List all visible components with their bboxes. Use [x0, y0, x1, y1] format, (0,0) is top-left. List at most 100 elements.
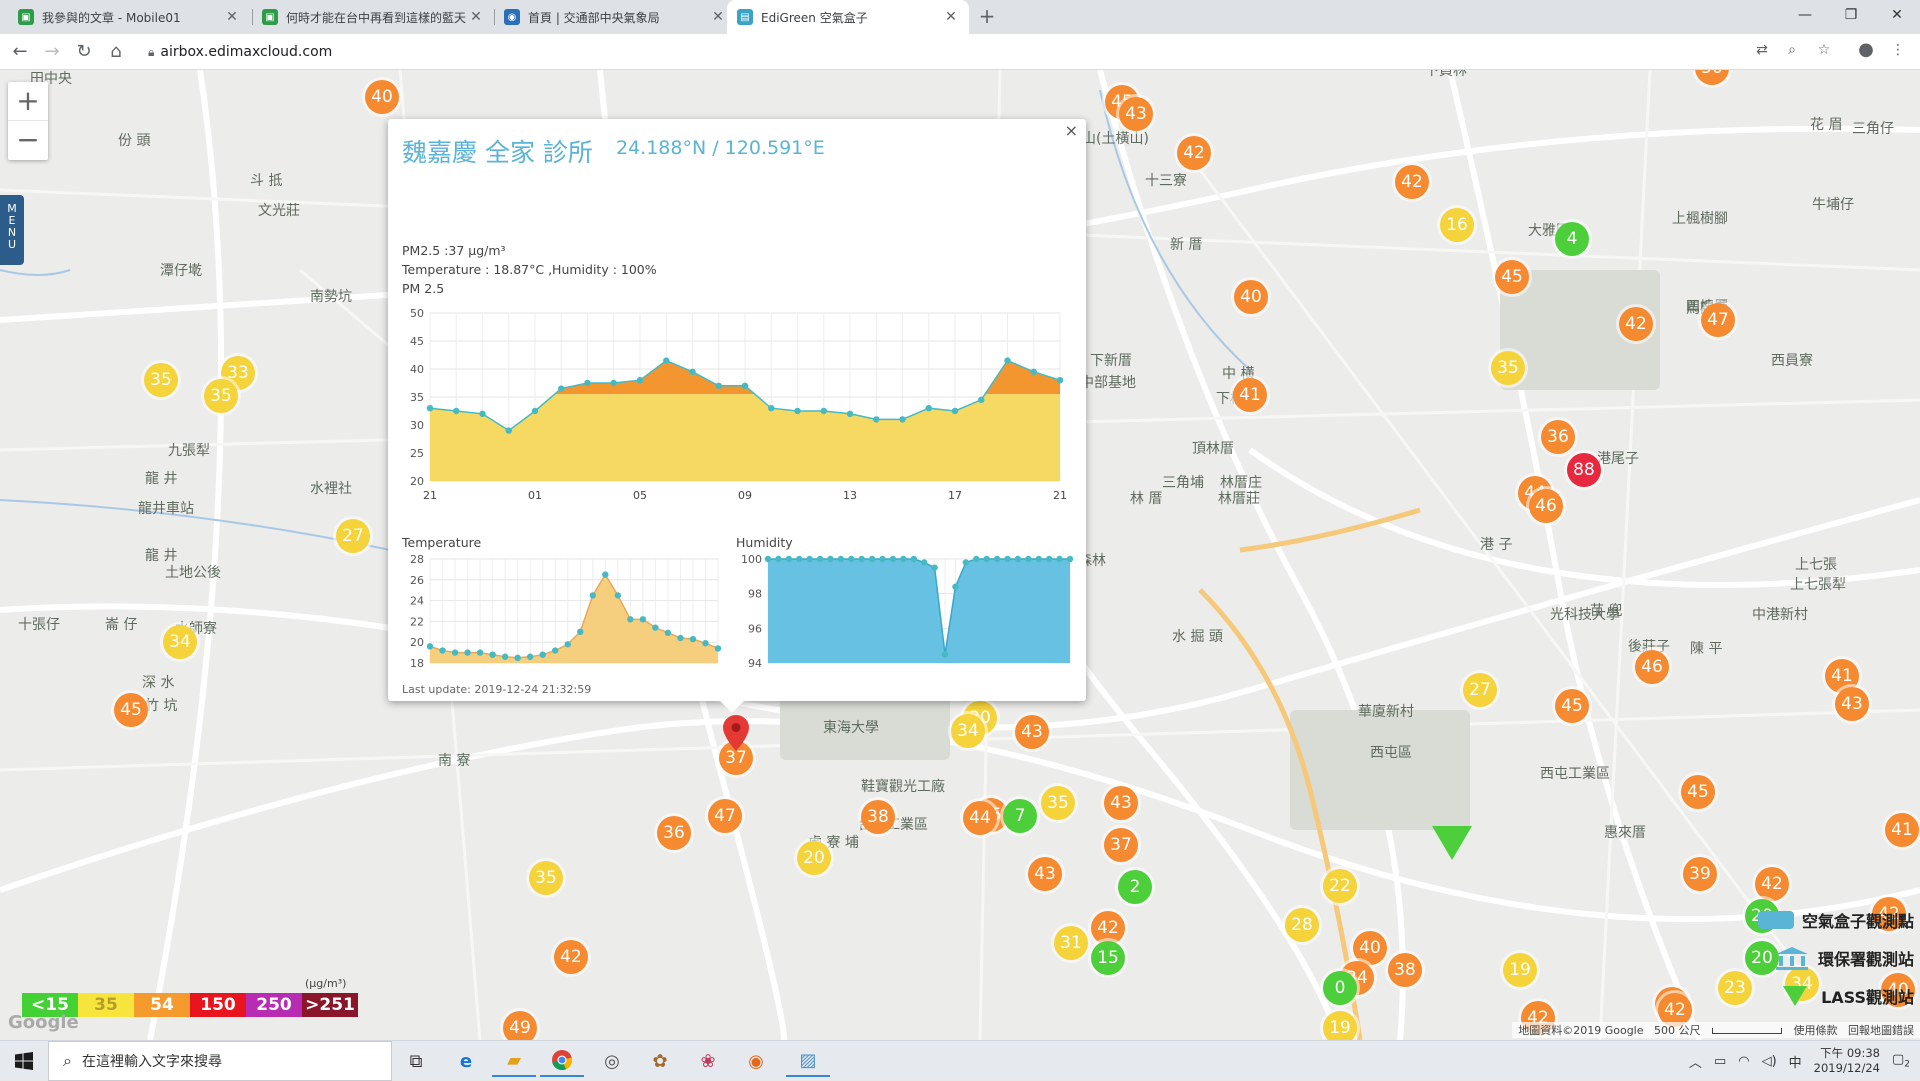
airbox-marker[interactable]: 27 [1463, 673, 1497, 707]
airbox-marker[interactable]: 42 [1177, 136, 1211, 170]
app-icon[interactable]: ❀ [700, 1050, 716, 1072]
wifi-icon[interactable]: ◠ [1738, 1053, 1750, 1069]
airbox-marker[interactable]: 36 [657, 816, 691, 850]
airbox-marker[interactable]: 47 [1701, 303, 1735, 337]
browser-tab-active[interactable]: ▤ EdiGreen 空氣盒子 ✕ [727, 0, 969, 34]
airbox-marker[interactable]: 0 [1323, 971, 1357, 1005]
chevron-up-icon[interactable]: ︿ [1688, 1055, 1702, 1071]
airbox-marker[interactable]: 43 [1104, 786, 1138, 820]
volume-icon[interactable]: ◁) [1761, 1053, 1777, 1069]
airbox-marker[interactable]: 16 [1440, 208, 1474, 242]
browser-tab[interactable]: ▣ 何時才能在台中再看到這樣的藍天 ✕ [252, 0, 494, 34]
tab-close-icon[interactable]: ✕ [945, 9, 957, 25]
airbox-marker[interactable]: 42 [1872, 897, 1906, 931]
airbox-marker[interactable]: 22 [1323, 869, 1357, 903]
airbox-marker[interactable]: 7 [1003, 799, 1037, 833]
airbox-marker[interactable]: 35 [1041, 786, 1075, 820]
airbox-marker[interactable]: 19 [1323, 1011, 1357, 1040]
browser-tab[interactable]: ▣ 我參與的文章 - Mobile01 ✕ [8, 0, 250, 34]
map-canvas[interactable]: 田中央份 頭斗 抵文光莊 潭仔墘 南勢坑 九張犁龍 井龍井車站 水裡社龍 井土地公後 十張… [0, 70, 1920, 1040]
airbox-marker[interactable]: 42 [1658, 993, 1692, 1027]
airbox-marker[interactable]: 44 [963, 801, 997, 835]
airbox-marker[interactable]: 38 [1388, 953, 1422, 987]
airbox-marker[interactable]: 88 [1567, 453, 1601, 487]
airbox-marker[interactable]: 46 [1529, 489, 1563, 523]
airbox-marker[interactable]: 45 [114, 693, 148, 727]
restore-icon[interactable]: ❐ [1844, 7, 1858, 23]
report-error-link[interactable]: 回報地圖錯誤 [1848, 1024, 1914, 1037]
airbox-marker[interactable]: 27 [336, 519, 370, 553]
tab-close-icon[interactable]: ✕ [226, 9, 238, 25]
airbox-marker[interactable]: 50 [1695, 70, 1729, 85]
airbox-marker[interactable]: 31 [1054, 926, 1088, 960]
airbox-marker[interactable]: 19 [1503, 953, 1537, 987]
airbox-marker[interactable]: 34 [163, 625, 197, 659]
airbox-marker[interactable]: 40 [365, 80, 399, 114]
app-icon[interactable]: ▨ [786, 1045, 830, 1077]
bookmark-star-icon[interactable]: ☆ [1817, 42, 1831, 58]
airbox-marker[interactable]: 37 [719, 741, 753, 775]
start-button[interactable] [0, 1041, 48, 1081]
profile-icon[interactable]: ● [1858, 39, 1874, 60]
app-icon[interactable]: ◎ [604, 1050, 620, 1072]
zoom-in-button[interactable]: + [8, 82, 48, 121]
airbox-marker[interactable]: 45 [1495, 260, 1529, 294]
tab-close-icon[interactable]: ✕ [470, 9, 482, 25]
browser-tab[interactable]: ◉ 首頁 | 交通部中央氣象局 ✕ [494, 0, 736, 34]
airbox-marker[interactable]: 4 [1555, 222, 1589, 256]
airbox-marker[interactable]: 34 [951, 714, 985, 748]
notification-icon[interactable]: ▢2 [1891, 1052, 1910, 1070]
back-icon[interactable]: ← [12, 41, 28, 62]
file-explorer-icon[interactable]: ▰ [492, 1045, 536, 1077]
airbox-marker[interactable]: 43 [1835, 687, 1869, 721]
zoom-icon[interactable]: ⌕ [1788, 42, 1796, 58]
chrome-icon[interactable] [540, 1045, 584, 1077]
ime-indicator[interactable]: 中 [1788, 1055, 1802, 1071]
airbox-marker[interactable]: 45 [1555, 689, 1589, 723]
tab-close-icon[interactable]: ✕ [712, 9, 724, 25]
airbox-marker[interactable]: 15 [1091, 941, 1125, 975]
taskbar-search[interactable]: ⌕ 在這裡輸入文字來搜尋 [48, 1041, 392, 1081]
airbox-marker[interactable]: 38 [861, 800, 895, 834]
edge-icon[interactable]: e [459, 1050, 473, 1072]
airbox-marker[interactable]: 2 [1118, 870, 1152, 904]
airbox-marker[interactable]: 40 [1234, 280, 1268, 314]
airbox-marker[interactable]: 20 [797, 841, 831, 875]
airbox-marker[interactable]: 41 [1825, 659, 1859, 693]
menu-tab[interactable]: MENU [0, 195, 24, 265]
lass-station-icon[interactable] [1432, 826, 1472, 864]
more-menu-icon[interactable]: ⋮ [1891, 42, 1905, 58]
close-window-icon[interactable]: ✕ [1891, 7, 1903, 23]
airbox-marker[interactable]: 45 [1681, 775, 1715, 809]
task-view-icon[interactable]: ⧉ [409, 1050, 423, 1072]
reload-icon[interactable]: ↻ [76, 41, 92, 62]
airbox-marker[interactable]: 43 [1015, 715, 1049, 749]
airbox-marker[interactable]: 39 [1683, 857, 1717, 891]
app-icon[interactable]: ◉ [748, 1050, 764, 1072]
airbox-marker[interactable]: 42 [1755, 867, 1789, 901]
airbox-marker[interactable]: 35 [1491, 351, 1525, 385]
translate-icon[interactable]: ⇄ [1756, 42, 1768, 58]
airbox-marker[interactable]: 35 [144, 363, 178, 397]
airbox-marker[interactable]: 46 [1635, 650, 1669, 684]
airbox-marker[interactable]: 36 [1541, 420, 1575, 454]
app-icon[interactable]: ✿ [652, 1050, 668, 1072]
airbox-marker[interactable]: 41 [1233, 378, 1267, 412]
airbox-marker[interactable]: 33 [221, 356, 255, 390]
airbox-marker[interactable]: 42 [1619, 307, 1653, 341]
new-tab-button[interactable]: + [978, 4, 996, 28]
airbox-marker[interactable]: 20 [1745, 941, 1779, 975]
airbox-marker[interactable]: 43 [1028, 857, 1062, 891]
forward-icon[interactable]: → [44, 41, 60, 62]
airbox-marker[interactable]: 42 [554, 940, 588, 974]
popup-close-icon[interactable]: × [1064, 121, 1078, 140]
zoom-out-button[interactable]: − [16, 123, 40, 156]
airbox-marker[interactable]: 23 [1718, 971, 1752, 1005]
airbox-marker[interactable]: 42 [1395, 165, 1429, 199]
airbox-marker[interactable]: 42 [1091, 911, 1125, 945]
airbox-marker[interactable]: 49 [503, 1011, 537, 1040]
airbox-marker[interactable]: 28 [1285, 908, 1319, 942]
airbox-marker[interactable]: 47 [708, 799, 742, 833]
airbox-marker[interactable]: 43 [1119, 97, 1153, 131]
battery-icon[interactable]: ▭ [1713, 1053, 1727, 1069]
